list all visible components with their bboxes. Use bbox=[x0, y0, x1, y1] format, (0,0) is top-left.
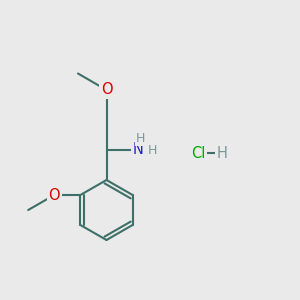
Text: O: O bbox=[49, 188, 60, 202]
Text: H: H bbox=[136, 132, 145, 145]
Text: O: O bbox=[101, 82, 112, 98]
Text: H: H bbox=[148, 143, 157, 157]
Text: H: H bbox=[217, 146, 227, 160]
Text: N: N bbox=[133, 142, 143, 158]
Text: Cl: Cl bbox=[191, 146, 205, 160]
